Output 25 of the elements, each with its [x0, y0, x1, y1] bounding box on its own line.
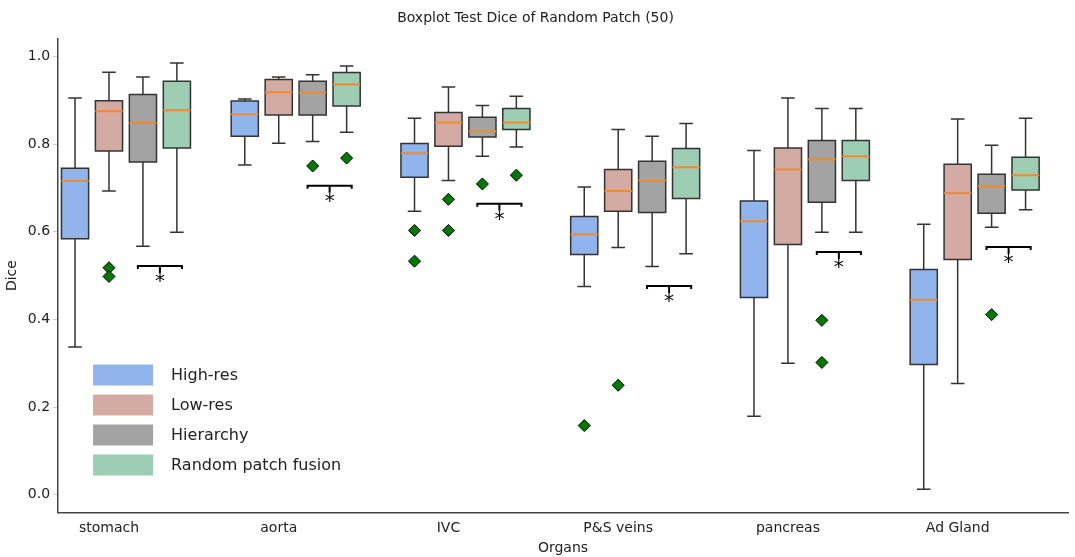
chart-title: Boxplot Test Dice of Random Patch (50) [397, 9, 674, 26]
annotation: * [494, 205, 505, 230]
x-tick-label: Ad Gland [925, 519, 990, 536]
y-tick-label: 1.0 [27, 46, 51, 63]
annotation: * [833, 254, 844, 279]
y-tick-label: 0.0 [27, 485, 51, 502]
annotation: * [154, 268, 165, 293]
annotation: * [324, 187, 335, 212]
y-tick-label: 0.8 [27, 134, 51, 151]
y-tick-label: 0.6 [27, 222, 51, 239]
y-tick-label: 0.4 [27, 310, 51, 327]
y-axis-title: Dice [3, 260, 20, 292]
x-axis-title: Organs [537, 539, 589, 556]
x-tick-label: aorta [260, 519, 298, 536]
y-tick-label: 0.2 [27, 397, 51, 414]
x-tick-label: P&S veins [583, 519, 654, 536]
annotation: * [1003, 249, 1014, 274]
legend-label: Hierarchy [171, 424, 249, 444]
legend-label: Random patch fusion [171, 454, 342, 474]
x-tick-label: pancreas [755, 519, 820, 536]
x-tick-label: IVC [436, 519, 461, 536]
legend-label: Low-res [171, 394, 233, 414]
annotation: * [664, 288, 675, 313]
x-tick-label: stomach [78, 519, 140, 536]
legend-label: High-res [171, 364, 239, 384]
